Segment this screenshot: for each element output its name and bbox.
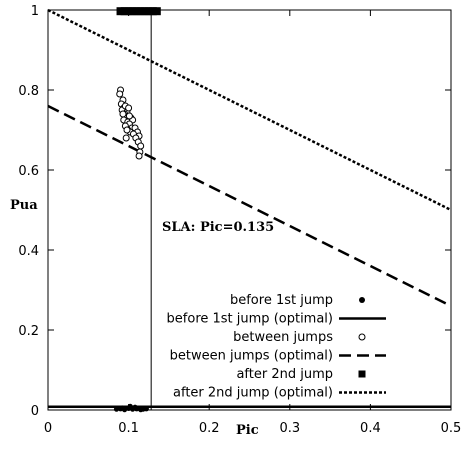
data-point (113, 406, 120, 412)
data-point (116, 90, 124, 98)
series-points (113, 7, 161, 413)
x-tick-label: 0 (44, 421, 52, 436)
series-line (47, 8, 452, 212)
legend-label: after 2nd jump (236, 367, 333, 382)
legend-label: before 1st jump (230, 293, 333, 308)
data-point (119, 110, 127, 118)
data-point (143, 406, 149, 412)
sla-annotation: SLA: Pic=0.135 (162, 220, 274, 235)
data-point (132, 404, 138, 410)
data-point (136, 7, 145, 16)
y-tick-label: 1 (31, 4, 39, 19)
y-tick-label: 0 (31, 404, 39, 419)
x-tick-label: 0.5 (441, 421, 462, 436)
y-tick-label: 0.6 (18, 164, 39, 179)
legend: before 1st jump before 1st jump (optimal)… (167, 293, 386, 401)
legend-sample-marker (359, 297, 365, 303)
data-point (144, 7, 153, 16)
plot-frame (47, 9, 452, 411)
data-point (137, 142, 145, 150)
series-lines (47, 8, 452, 409)
data-point (119, 405, 125, 411)
data-point (148, 7, 157, 16)
x-axis-label: Pic (236, 423, 259, 438)
data-point (135, 152, 143, 160)
y-tick-label: 0.8 (18, 84, 39, 99)
data-point (123, 126, 131, 134)
legend-label: between jumps (optimal) (170, 349, 333, 364)
data-point (122, 134, 130, 142)
data-point (128, 7, 137, 16)
x-tick-label: 0.2 (199, 421, 220, 436)
data-point (152, 7, 161, 16)
data-point (125, 104, 133, 112)
y-tick-label: 0.2 (18, 324, 39, 339)
data-point (125, 112, 133, 120)
data-point (140, 7, 149, 16)
series-line (47, 104, 452, 308)
data-point (132, 7, 141, 16)
data-point (116, 7, 125, 16)
x-tick-label: 0.1 (118, 421, 139, 436)
axis-ticks: 0 0.1 0.2 0.3 0.4 0.5 0 0.2 0.4 0.6 0.8 1 (18, 4, 461, 436)
legend-label: after 2nd jump (optimal) (173, 386, 333, 401)
y-tick-label: 0.4 (18, 244, 39, 259)
data-point (120, 7, 129, 16)
x-tick-label: 0.4 (360, 421, 381, 436)
x-tick-label: 0.3 (279, 421, 300, 436)
y-axis-label: Pua (10, 198, 38, 213)
legend-sample-marker (358, 333, 366, 341)
legend-label: before 1st jump (optimal) (167, 312, 333, 327)
legend-label: between jumps (233, 330, 333, 345)
legend-sample-marker (358, 370, 366, 378)
